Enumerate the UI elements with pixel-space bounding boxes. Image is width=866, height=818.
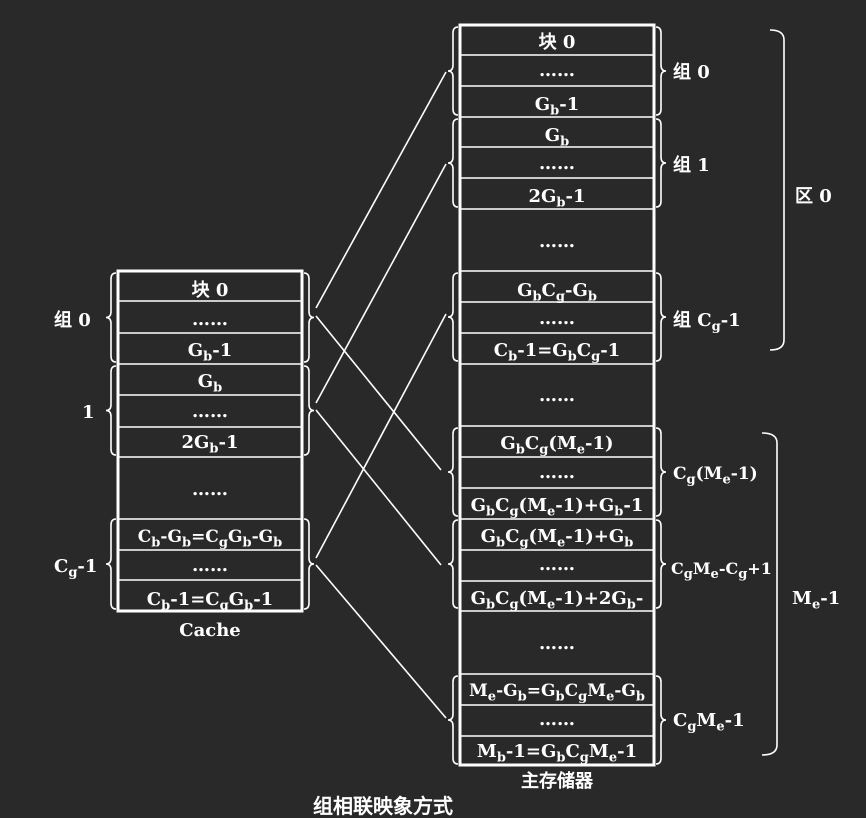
memory-row-4: ……	[539, 153, 575, 174]
memory-row-10: ……	[539, 385, 575, 406]
memory-row-20: Mb-1=GbCgMe-1	[476, 741, 638, 766]
memory-group-label-2: 组 Cg-1	[673, 310, 741, 335]
mapping-line	[315, 313, 447, 559]
cache-row-1: ……	[192, 309, 228, 330]
memory-group-brace-left	[447, 427, 459, 517]
memory-group-brace-left	[447, 272, 459, 362]
cache-group-brace-left	[105, 272, 117, 363]
memory-group-brace-right	[655, 427, 667, 517]
group-braces	[105, 26, 785, 765]
cache-row-6: ……	[192, 479, 228, 500]
memory-row-3: Gb	[544, 125, 570, 150]
memory-group-label-1: 组 1	[673, 155, 710, 176]
memory-row-0: 块 0	[538, 32, 576, 53]
memory-row-15: ……	[539, 554, 575, 575]
memory-row-17: ……	[539, 633, 575, 654]
mapping-lines	[315, 71, 447, 719]
memory-group-brace-left	[447, 26, 459, 116]
cache-group-label-1: 1	[82, 402, 95, 423]
memory-row-18: Me-Gb=GbCgMe-Gb	[468, 681, 646, 705]
memory-grid	[458, 23, 656, 767]
mapping-line	[315, 71, 447, 309]
cache-box	[116, 269, 304, 613]
memory-group-label-3: Cg(Me-1)	[673, 464, 758, 488]
memory-group-brace-right	[655, 118, 667, 208]
memory-row-19: ……	[539, 709, 575, 730]
region-me-bracket	[761, 432, 778, 756]
mapping-line	[315, 315, 442, 471]
memory-group-brace-right	[655, 519, 667, 609]
cache-row-3: Gb	[197, 371, 223, 396]
memory-row-2: Gb-1	[534, 94, 580, 119]
memory-row-5: 2Gb-1	[528, 186, 586, 211]
memory-group-brace-right	[655, 26, 667, 116]
cache-row-2: Gb-1	[187, 340, 233, 365]
memory-group-brace-right	[655, 675, 667, 765]
memory-row-9: Cb-1=GbCg-1	[493, 340, 621, 365]
cache-group-brace-right	[303, 518, 315, 610]
mapping-line	[315, 409, 442, 566]
cache-group-brace-left	[105, 365, 117, 456]
cache-group-label-2: Cg-1	[54, 556, 98, 581]
cache-row-7: Cb-Gb=CgGb-Gb	[137, 527, 283, 551]
cache-grid	[116, 269, 304, 613]
cache-group-brace-right	[303, 365, 315, 456]
memory-group-brace-left	[447, 519, 459, 609]
cache-group-brace-right	[303, 272, 315, 363]
memory-group-label-5: CgMe-1	[673, 710, 745, 735]
memory-box	[458, 23, 656, 767]
cache-row-0: 块 0	[191, 280, 229, 301]
cache-caption: Cache	[179, 620, 241, 641]
cache-group-label-0: 组 0	[54, 310, 91, 331]
cache-row-5: 2Gb-1	[181, 432, 239, 457]
region-label-1: Me-1	[792, 588, 841, 613]
region-0-bracket	[769, 29, 785, 351]
mapping-line	[315, 163, 447, 404]
memory-group-brace-right	[655, 272, 667, 362]
diagram-title: 组相联映象方式	[313, 794, 453, 818]
memory-group-brace-left	[447, 675, 459, 765]
memory-caption: 主存储器	[521, 771, 593, 792]
cache-row-9: Cb-1=CgGb-1	[146, 589, 274, 614]
memory-row-16: GbCg(Me-1)+2Gb-	[470, 588, 644, 613]
memory-row-13: GbCg(Me-1)+Gb-1	[470, 495, 644, 520]
memory-row-6: ……	[539, 231, 575, 252]
memory-group-label-4: CgMe-Cg+1	[671, 559, 772, 583]
memory-row-7: GbCg-Gb	[517, 280, 597, 305]
memory-group-brace-left	[447, 118, 459, 208]
cache-row-4: ……	[192, 401, 228, 422]
memory-row-1: ……	[539, 60, 575, 81]
mapping-line	[315, 564, 447, 719]
memory-group-label-0: 组 0	[673, 62, 710, 83]
memory-row-14: GbCg(Me-1)+Gb	[480, 526, 634, 551]
memory-row-11: GbCg(Me-1)	[500, 433, 614, 458]
cache-row-8: ……	[192, 555, 228, 576]
memory-row-12: ……	[539, 462, 575, 483]
cache-group-brace-left	[105, 518, 117, 610]
region-label-0: 区 0	[795, 186, 832, 207]
memory-row-8: ……	[539, 308, 575, 329]
